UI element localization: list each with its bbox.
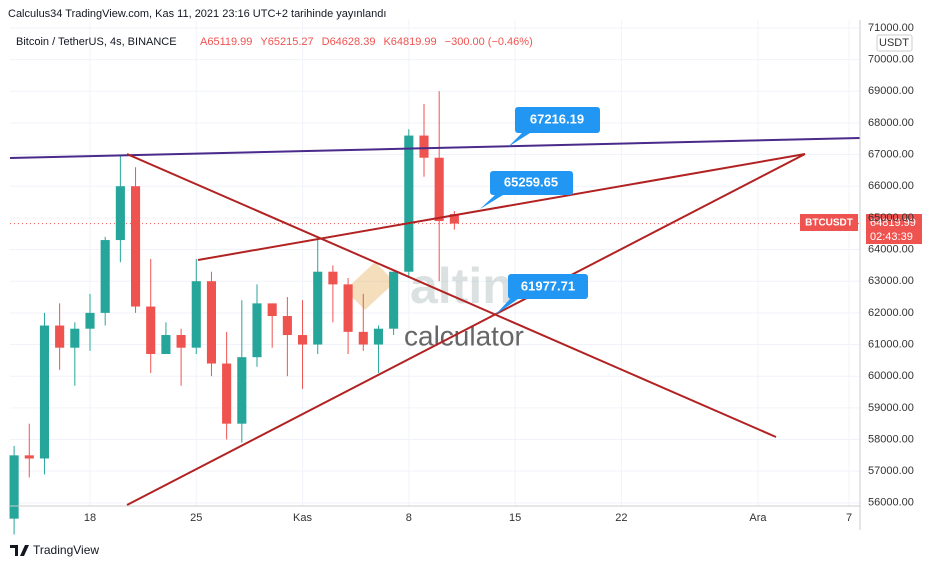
y-tick-label: 59000.00 [868,402,914,414]
y-tick-label: 63000.00 [868,275,914,287]
x-tick-label: 22 [615,512,627,524]
candle-body [85,312,95,329]
y-tick-label: 62000.00 [868,307,914,319]
trend-line [126,153,777,438]
candle-body [282,316,292,336]
candle-body [55,325,65,348]
ohlc-value: Y65215.27 [260,36,313,48]
currency-box [876,34,913,52]
candle-body [70,328,80,348]
candle-body [191,281,201,348]
trend-line [197,153,806,261]
candle-body [24,455,34,459]
watermark-text: altin [410,258,513,314]
y-tick-label: 70000.00 [868,53,914,65]
publish-title: Calculus34 TradingView.com, Kas 11, 2021… [8,8,386,20]
y-tick-label: 67000.00 [868,148,914,160]
candle-body [161,335,171,355]
candle-body [373,328,384,345]
candle-body [176,335,186,348]
candle-body [130,186,141,307]
y-tick-label: 64000.00 [868,243,914,255]
y-tick-label: 65000.00 [868,212,914,224]
y-tick-label: 71000.00 [868,22,914,34]
candle-body [313,271,323,345]
x-tick-label: 7 [846,512,852,524]
x-tick-label: 15 [509,512,521,524]
candles [9,91,459,535]
symbol-info: Bitcoin / TetherUS, 4s, BINANCE [16,36,177,48]
candle-body [146,306,156,355]
symbol-badge [800,214,858,231]
candle-body [434,157,444,222]
footer-logo [10,545,29,556]
countdown-label: 02:43:39 [870,231,913,243]
candle-body [297,335,308,345]
footer-text: TradingView [33,543,99,557]
y-tick-label: 61000.00 [868,338,914,350]
y-tick-label: 57000.00 [868,465,914,477]
x-tick-label: Ara [749,512,767,524]
callout-label: 67216.19 [530,111,584,126]
trend-line [9,137,861,159]
callout-label: 61977.71 [521,278,575,293]
ohlc-value: D64628.39 [322,36,376,48]
last-price-label: 64819.99 [870,217,916,229]
x-tick-label: Kas [293,512,312,524]
callout: 67216.19 [508,107,600,147]
y-tick-label: 60000.00 [868,370,914,382]
candle-body [343,284,353,332]
candle-body [404,135,414,272]
ohlc-info: A65119.99 Y65215.27 D64628.39 K64819.99 −300… [200,36,533,48]
candle-body [267,303,277,317]
candle-body [328,271,338,285]
y-tick-label: 58000.00 [868,433,914,445]
y-tick-label: 69000.00 [868,85,914,97]
candle-body [389,271,399,329]
trend-line [126,153,806,506]
ohlc-value: A65119.99 [200,36,252,48]
currency-label: USDT [879,37,909,49]
candle-body [419,135,429,158]
callout-label: 65259.65 [504,174,558,189]
watermark-logo [345,262,395,310]
candle-body [9,455,19,519]
callout: 61977.71 [495,274,588,315]
candle-body [39,325,50,459]
ohlc-value: K64819.99 [383,36,436,48]
candle-body [222,363,232,424]
watermark-text: calculator [404,320,524,351]
candle-body [115,186,125,241]
candle-body [237,357,247,424]
x-tick-label: 25 [190,512,202,524]
candle-body [100,240,110,313]
candle-body [252,303,262,358]
ohlc-value: −300.00 (−0.46%) [445,36,533,48]
price-badge [866,214,922,244]
x-tick-label: 18 [84,512,96,524]
y-tick-label: 68000.00 [868,117,914,129]
candle-body [358,331,368,345]
y-tick-label: 56000.00 [868,497,914,509]
callout: 65259.65 [480,171,573,209]
watermark: altin [345,258,513,314]
x-tick-label: 8 [406,512,412,524]
symbol-label: BTCUSDT [805,218,853,229]
y-tick-label: 66000.00 [868,180,914,192]
candle-body [206,281,217,364]
candle-body [449,214,459,224]
